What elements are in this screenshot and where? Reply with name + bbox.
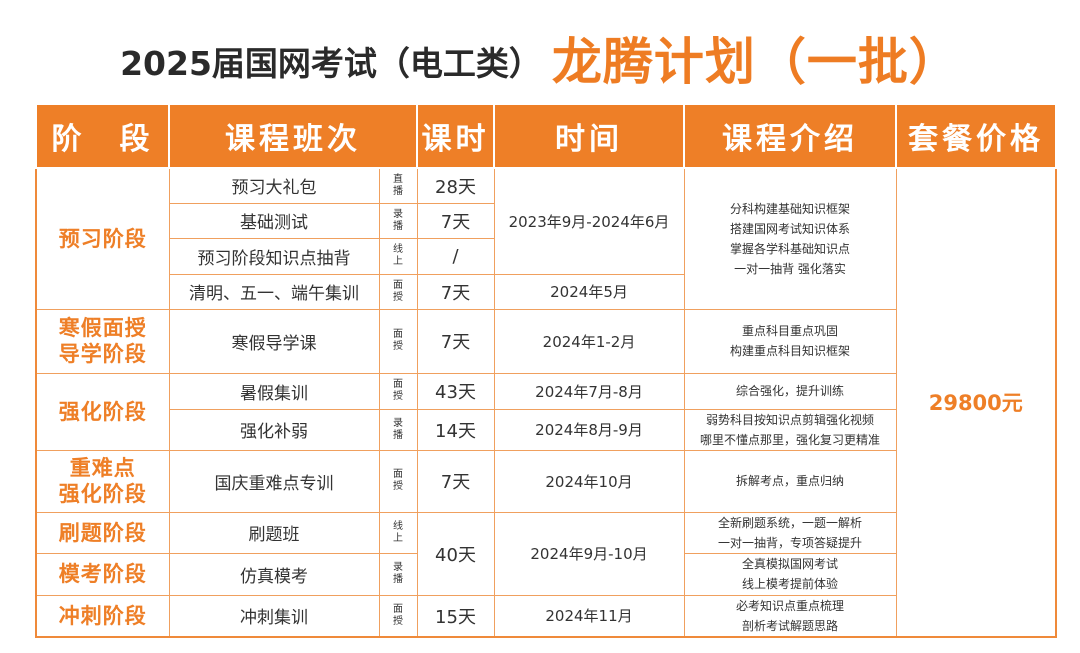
table-row: 重难点 强化阶段 国庆重难点专训 面授 7天 2024年10月 拆解考点，重点归纳	[35, 449, 1056, 513]
days-cell: 14天	[416, 408, 495, 451]
table-row: 强化补弱 录播 14天 2024年8月-9月 弱势科目按知识点剪辑强化视频 哪里不…	[36, 408, 1056, 451]
course-cell: 冲刺集训	[168, 594, 380, 637]
course-cell: 清明、五一、端午集训	[168, 273, 380, 310]
days-cell: 7天	[416, 449, 495, 513]
intro-cell: 必考知识点重点梳理 剖析考试解题思路	[683, 594, 897, 637]
stage-cell: 预习阶段	[35, 167, 170, 310]
days-cell: 40天	[416, 511, 495, 596]
header-intro: 课程介绍	[683, 103, 897, 169]
stage-cell: 冲刺阶段	[35, 594, 170, 637]
stage-cell: 寒假面授 导学阶段	[35, 308, 170, 374]
course-cell: 国庆重难点专训	[168, 449, 380, 513]
mode-cell: 面授	[378, 372, 418, 410]
mode-cell: 直播	[378, 167, 418, 204]
mode-cell: 线上	[378, 511, 418, 554]
days-cell: 7天	[416, 273, 495, 310]
intro-cell: 全新刷题系统，一题一解析 一对一抽背，专项答疑提升	[683, 511, 897, 554]
days-cell: 28天	[416, 167, 495, 204]
time-cell: 2024年1-2月	[493, 308, 685, 374]
course-cell: 仿真模考	[168, 552, 380, 596]
table-row: 寒假面授 导学阶段 寒假导学课 面授 7天 2024年1-2月 重点科目重点巩固构…	[35, 308, 1056, 374]
intro-cell: 分科构建基础知识框架 搭建国网考试知识体系 掌握各学科基础知识点 一对一抽背 强化落实	[683, 167, 897, 310]
days-cell: /	[416, 237, 495, 275]
time-cell: 2023年9月-2024年6月	[493, 167, 685, 275]
table-header-row: 阶 段 课程班次 课时 时间 课程介绍 套餐价格	[35, 103, 1057, 169]
course-cell: 暑假集训	[168, 372, 380, 410]
stage-cell: 模考阶段	[35, 552, 170, 596]
course-cell: 预习阶段知识点抽背	[168, 237, 380, 275]
time-cell: 2024年11月	[493, 594, 685, 637]
mode-cell: 录播	[378, 552, 418, 596]
header-price: 套餐价格	[895, 103, 1057, 169]
header-course: 课程班次	[168, 103, 418, 169]
table-row: 预习阶段 预习大礼包 直播 28天 2023年9月-2024年6月 分科构建基础…	[35, 167, 1057, 637]
time-cell: 2024年5月	[493, 273, 685, 310]
table-row: 冲刺阶段 冲刺集训 面授 15天 2024年11月 必考知识点重点梳理 剖析考试解…	[35, 594, 1056, 637]
days-cell: 7天	[416, 202, 495, 239]
mode-cell: 面授	[378, 449, 418, 513]
table-row: 预习阶段知识点抽背 线上 /	[36, 237, 1056, 275]
title-accent: 龙腾计划（一批）	[551, 33, 960, 91]
mode-cell: 面授	[378, 594, 418, 637]
course-cell: 强化补弱	[168, 408, 380, 451]
time-cell: 2024年7月-8月	[493, 372, 685, 410]
intro-cell: 弱势科目按知识点剪辑强化视频 哪里不懂点那里，强化复习更精准	[683, 408, 897, 451]
stage-cell: 重难点 强化阶段	[35, 449, 170, 513]
mode-cell: 面授	[378, 308, 418, 374]
intro-cell: 拆解考点，重点归纳	[683, 449, 897, 513]
table-row: 刷题阶段 刷题班 线上 40天 2024年9月-10月 全新刷题系统，一题一解析…	[35, 511, 1056, 596]
table-row: 基础测试 录播 7天	[36, 202, 1056, 239]
course-cell: 寒假导学课	[168, 308, 380, 374]
mode-cell: 面授	[378, 273, 418, 310]
mode-cell: 录播	[378, 202, 418, 239]
intro-cell: 全真模拟国网考试 线上模考提前体验	[683, 552, 897, 596]
days-cell: 15天	[416, 594, 495, 637]
course-cell: 基础测试	[168, 202, 380, 239]
table-row: 模考阶段 仿真模考 录播 全真模拟国网考试 线上模考提前体验	[35, 552, 1056, 596]
time-cell: 2024年9月-10月	[493, 511, 685, 596]
days-cell: 7天	[416, 308, 495, 374]
stage-cell: 刷题阶段	[35, 511, 170, 554]
course-table: 阶 段 课程班次 课时 时间 课程介绍 套餐价格 预习阶段 预习大礼包 直播 2…	[35, 103, 1057, 638]
table-row: 强化阶段 暑假集训 面授 43天 2024年7月-8月 综合强化，提升训练	[35, 372, 1056, 451]
time-cell: 2024年10月	[493, 449, 685, 513]
course-cell: 预习大礼包	[168, 167, 380, 204]
header-hours: 课时	[416, 103, 495, 169]
days-cell: 43天	[416, 372, 495, 410]
header-stage: 阶 段	[35, 103, 170, 169]
price-cell: 29800元	[895, 167, 1057, 637]
page-title: 2025届国网考试（电工类） 龙腾计划（一批）	[0, 18, 1080, 98]
time-cell: 2024年8月-9月	[493, 408, 685, 451]
header-time: 时间	[493, 103, 685, 169]
title-main: 2025届国网考试（电工类）	[120, 44, 542, 83]
intro-cell: 综合强化，提升训练	[683, 372, 897, 410]
mode-cell: 录播	[378, 408, 418, 451]
intro-cell: 重点科目重点巩固 构建重点科目知识框架	[683, 308, 897, 374]
course-cell: 刷题班	[168, 511, 380, 554]
stage-cell: 强化阶段	[35, 372, 170, 451]
mode-cell: 线上	[378, 237, 418, 275]
